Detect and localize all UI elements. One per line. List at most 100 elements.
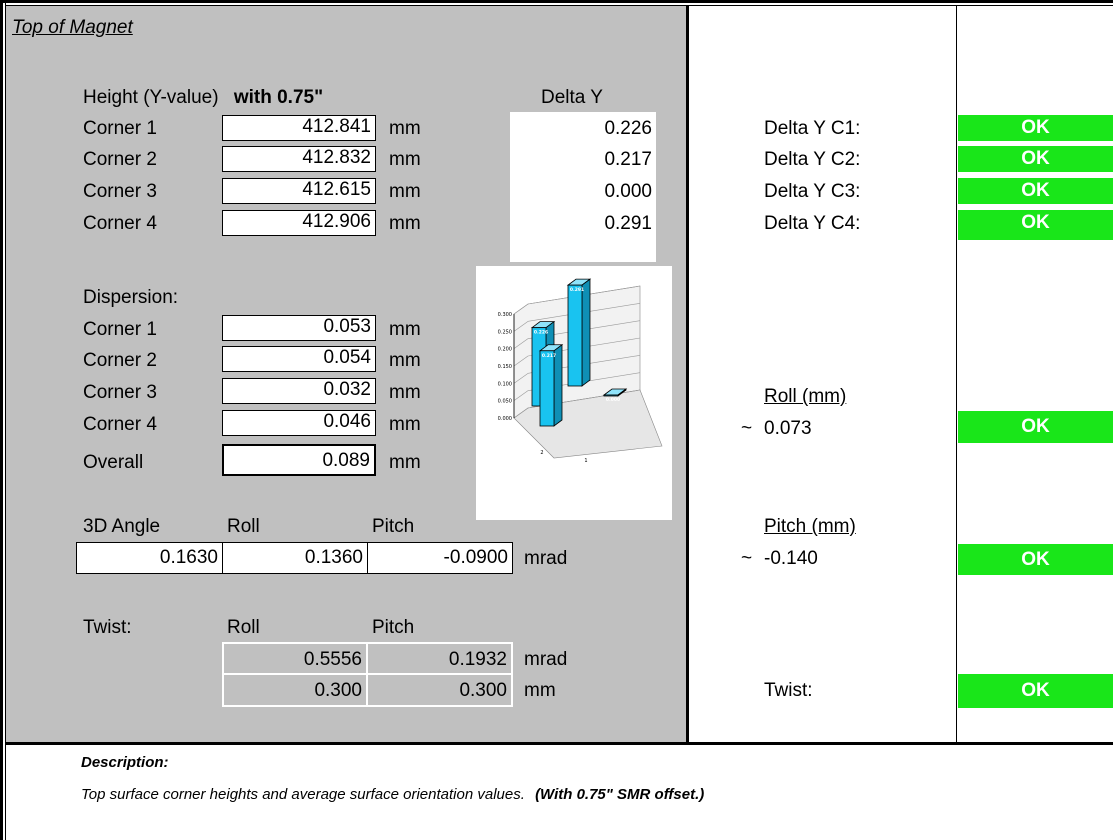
twist-unit: mrad — [524, 649, 568, 670]
roll-check-label: Roll (mm) — [764, 386, 847, 407]
roll-check-prefix: ~ — [741, 418, 753, 439]
delta-y-value: 0.000 — [604, 181, 652, 202]
chart-gridline — [513, 338, 529, 349]
chart-gridline — [513, 407, 529, 419]
height-value: 412.615 — [222, 178, 376, 204]
chart-bar — [567, 284, 583, 387]
angle-3d-value: 0.1630 — [76, 542, 223, 574]
height-unit: mm — [389, 213, 421, 234]
outer-border-left — [0, 0, 3, 840]
height-corner-label: Corner 2 — [83, 149, 157, 170]
right-column-divider — [956, 6, 957, 743]
chart-y-tick-label: 0.050 — [498, 399, 512, 405]
delta-y-chart-svg: 0.000 0.050 0.100 0.150 0.200 0.250 0.300 0.291… — [498, 278, 663, 464]
dispersion-unit: mm — [389, 350, 421, 371]
twist-roll-mm: 0.300 — [222, 673, 368, 707]
delta-check-status: OK — [958, 210, 1113, 240]
delta-check-label: Delta Y C3: — [764, 181, 861, 202]
dispersion-value: 0.046 — [222, 410, 376, 436]
panel-divider — [686, 6, 689, 744]
dispersion-label: Dispersion: — [83, 287, 179, 308]
angle-header: 3D Angle — [83, 516, 161, 537]
twist-unit: mm — [524, 680, 556, 701]
twist-roll-mrad: 0.5556 — [222, 642, 368, 675]
angle-header: Roll — [227, 516, 260, 537]
chart-gridline — [513, 373, 529, 384]
chart-x-tick-label: 1 — [584, 458, 587, 464]
twist-pitch-mm: 0.300 — [366, 673, 513, 707]
delta-y-column — [510, 112, 656, 262]
dispersion-unit: mm — [389, 319, 421, 340]
delta-check-status: OK — [958, 178, 1113, 204]
height-corner-label: Corner 4 — [83, 213, 157, 234]
outer-border-left-inner — [5, 0, 6, 840]
outer-border-top — [0, 0, 1113, 3]
description-text-main: Top surface corner heights and average s… — [81, 786, 525, 803]
angle-pitch-value: -0.0900 — [367, 542, 513, 574]
chart-y-tick-label: 0.300 — [498, 312, 512, 318]
height-label-text: Height (Y-value) — [83, 87, 219, 108]
twist-header: Pitch — [372, 617, 415, 638]
section-title: Top of Magnet — [12, 17, 133, 38]
pitch-check-label: Pitch (mm) — [764, 516, 856, 537]
chart-gridline — [513, 303, 529, 315]
angle-roll-value: 0.1360 — [222, 542, 368, 574]
outer-border-top-inner — [5, 5, 1113, 6]
chart-data-label: 0.226 — [534, 330, 548, 336]
chart-x-tick-label: 2 — [540, 450, 543, 456]
chart-bar — [603, 394, 619, 397]
height-unit: mm — [389, 181, 421, 202]
dispersion-corner-label: Corner 1 — [83, 319, 157, 340]
chart-data-label: 0.291 — [570, 287, 584, 293]
twist-label: Twist: — [83, 617, 132, 638]
chart-y-tick-label: 0.150 — [498, 364, 512, 370]
height-offset-label: with 0.75" — [233, 87, 324, 108]
description-text-bold: (With 0.75" SMR offset.) — [535, 786, 705, 803]
delta-y-value: 0.291 — [604, 213, 652, 234]
height-value: 412.906 — [222, 210, 376, 236]
dispersion-value: 0.053 — [222, 315, 376, 341]
dispersion-unit: mm — [389, 382, 421, 403]
chart-gridline — [513, 321, 529, 332]
height-value: 412.832 — [222, 146, 376, 172]
height-corner-label: Corner 3 — [83, 181, 157, 202]
height-value: 412.841 — [222, 115, 376, 141]
dispersion-corner-label: Overall — [83, 452, 144, 473]
delta-y-value: 0.226 — [604, 118, 652, 139]
roll-check-value: 0.073 — [764, 418, 812, 439]
chart-y-tick-label: 0.100 — [498, 381, 512, 387]
chart-y-tick-label: 0.200 — [498, 347, 512, 353]
dispersion-unit: mm — [389, 452, 421, 473]
chart-gridline — [513, 390, 529, 401]
delta-y-header: Delta Y — [541, 87, 603, 108]
dispersion-value: 0.054 — [222, 346, 376, 372]
chart-data-label: 0.217 — [542, 353, 556, 359]
dispersion-corner-label: Corner 2 — [83, 350, 157, 371]
chart-y-tick-label: 0.250 — [498, 329, 512, 335]
delta-check-label: Delta Y C4: — [764, 213, 861, 234]
delta-check-status: OK — [958, 146, 1113, 172]
chart-y-tick-label: 0.000 — [498, 416, 512, 422]
twist-pitch-mrad: 0.1932 — [366, 642, 513, 675]
pitch-check-prefix: ~ — [741, 548, 753, 569]
angle-header: Pitch — [372, 516, 415, 537]
delta-check-label: Delta Y C1: — [764, 118, 861, 139]
dispersion-corner-label: Corner 4 — [83, 414, 157, 435]
delta-check-label: Delta Y C2: — [764, 149, 861, 170]
delta-y-value: 0.217 — [604, 149, 652, 170]
pitch-check-value: -0.140 — [764, 548, 818, 569]
chart-data-label: 0.000 — [606, 397, 620, 403]
height-unit: mm — [389, 118, 421, 139]
dispersion-corner-label: Corner 3 — [83, 382, 157, 403]
twist-check-status: OK — [958, 674, 1113, 708]
height-unit: mm — [389, 149, 421, 170]
angle-unit: mrad — [524, 548, 568, 569]
pitch-check-status: OK — [958, 544, 1113, 575]
height-corner-label: Corner 1 — [83, 118, 157, 139]
bottom-divider — [6, 742, 1113, 745]
delta-check-status: OK — [958, 115, 1113, 141]
dispersion-value: 0.032 — [222, 378, 376, 404]
height-label: Height (Y-value) with 0.75" — [83, 87, 323, 109]
twist-check-label: Twist: — [764, 680, 813, 701]
chart-gridline — [513, 355, 529, 367]
